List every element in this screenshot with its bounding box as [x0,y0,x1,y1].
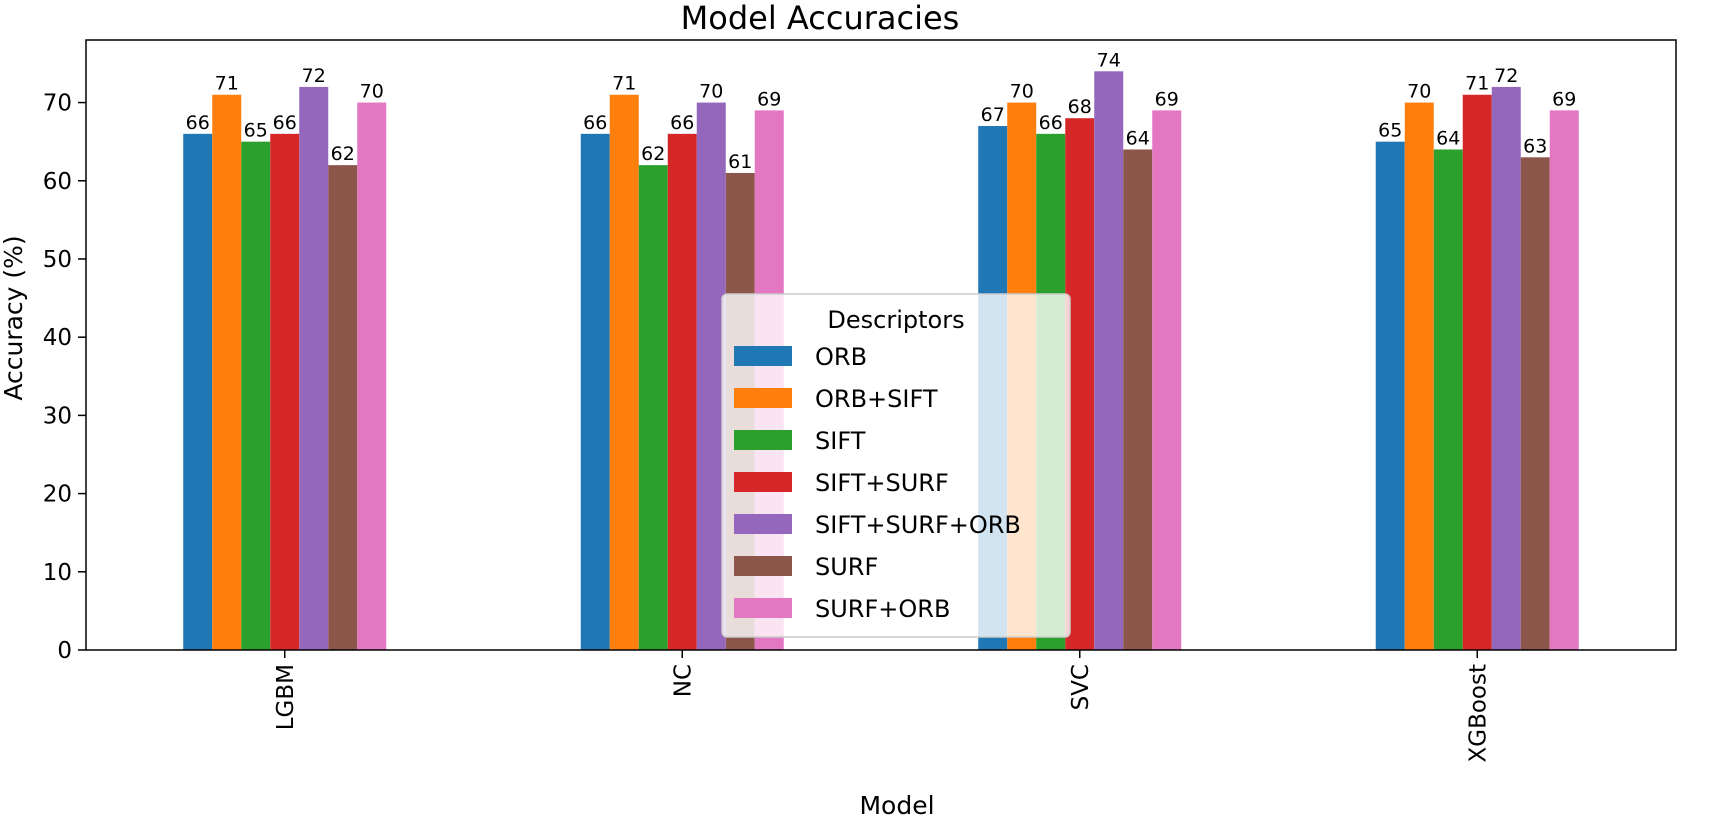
data-label: 65 [1378,120,1402,142]
data-label: 69 [757,88,781,110]
x-tick-label-svc: SVC [1068,664,1094,710]
legend-swatch [734,514,792,534]
bar-svc-sift-surf-orb [1094,71,1124,651]
bar-svc-surf [1123,149,1153,650]
plot-frame [85,39,1677,651]
data-label: 71 [1465,73,1489,95]
bar-xgboost-orb-sift [1404,102,1434,651]
legend-label: ORB+SIFT [815,385,938,413]
y-tick-label: 50 [43,247,72,273]
legend-label: SIFT+SURF+ORB [815,511,1021,539]
bar-xgboost-surf-orb [1549,110,1579,650]
bar-xgboost-sift-surf [1462,94,1492,650]
x-tick-label-lgbm: LGBM [273,664,299,730]
y-axis-label: Accuracy (%) [0,235,28,400]
data-label: 62 [331,143,355,165]
data-label: 66 [1039,112,1063,134]
data-label: 70 [1010,81,1034,103]
data-label: 69 [1155,88,1179,110]
bar-nc-sift-surf [667,133,697,650]
bar-xgboost-sift [1433,149,1463,650]
data-label: 71 [215,73,239,95]
y-tick-label: 40 [43,325,72,351]
y-tick-label: 60 [43,169,72,195]
data-label: 66 [583,112,607,134]
legend-title: Descriptors [827,306,964,334]
data-label: 68 [1068,96,1092,118]
legend-swatch [734,472,792,492]
legend-swatch [734,430,792,450]
data-label: 66 [273,112,297,134]
legend: Descriptors ORB ORB+SIFT SIFT SIFT+SURF SIFT+… [721,293,1071,638]
bar-lgbm-orb [183,133,213,650]
legend-swatch [734,556,792,576]
bar-nc-sift-surf-orb [696,102,726,651]
y-tick-label: 30 [43,403,72,429]
data-label: 63 [1523,135,1547,157]
bar-xgboost-sift-surf-orb [1491,86,1521,650]
data-label: 64 [1126,127,1150,149]
bar-xgboost-surf [1520,157,1550,651]
data-label: 64 [1436,127,1460,149]
data-label: 70 [360,81,384,103]
legend-label: ORB [815,343,867,371]
bar-lgbm-surf [328,165,358,650]
bar-xgboost-orb [1375,141,1405,650]
bar-lgbm-sift-surf [270,133,300,650]
bar-lgbm-sift-surf-orb [299,86,329,650]
axes-layer: 0 10 20 30 40 50 60 70 LGBM NC SVC XGBoost [43,39,1677,763]
x-axis-label: Model [859,791,934,820]
bar-lgbm-sift [241,141,271,650]
data-label: 70 [1407,81,1431,103]
bar-svc-surf-orb [1152,110,1182,650]
legend-label: SIFT [815,427,866,455]
bar-nc-sift [638,165,668,650]
data-label: 67 [981,104,1005,126]
y-tick-label: 20 [43,482,72,508]
y-tick-label: 10 [43,560,72,586]
data-label: 62 [641,143,665,165]
x-tick-label-xgboost: XGBoost [1465,664,1491,763]
legend-swatch [734,346,792,366]
bar-nc-orb-sift [609,94,639,650]
legend-label: SIFT+SURF [815,469,949,497]
data-label: 71 [612,73,636,95]
data-label: 66 [186,112,210,134]
data-label: 61 [728,151,752,173]
bar-nc-orb [580,133,610,650]
legend-box [721,293,1071,638]
bar-lgbm-surf-orb [357,102,387,651]
x-tick-label-nc: NC [670,664,696,697]
legend-swatch [734,598,792,618]
legend-swatch [734,388,792,408]
data-label: 72 [1494,65,1518,87]
data-label: 70 [699,81,723,103]
legend-label: SURF+ORB [815,595,950,623]
y-tick-label: 70 [43,91,72,117]
data-label: 66 [670,112,694,134]
y-tick-label: 0 [57,638,72,664]
data-label: 65 [244,120,268,142]
legend-label: SURF [815,553,878,581]
data-label: 72 [302,65,326,87]
chart-title: Model Accuracies [681,0,960,37]
data-label: 74 [1097,49,1121,71]
bar-lgbm-orb-sift [212,94,242,650]
data-label: 69 [1552,88,1576,110]
